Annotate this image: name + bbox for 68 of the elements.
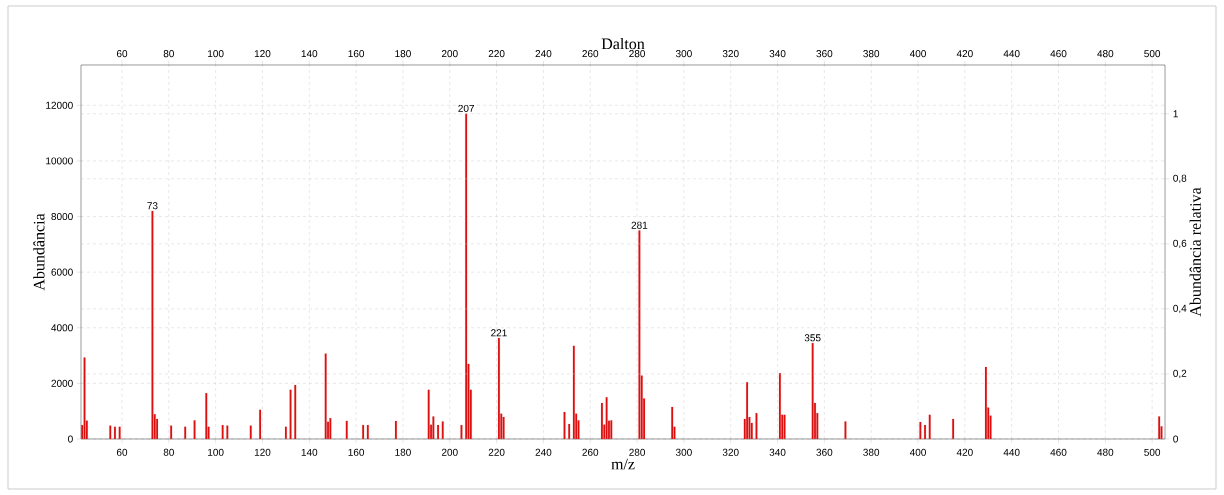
x-tick-label: 80 bbox=[163, 448, 174, 456]
y-tick-label: 12000 bbox=[46, 101, 73, 109]
x-tick-label: 500 bbox=[1144, 448, 1161, 456]
x2-tick-label: 340 bbox=[769, 50, 786, 58]
x-axis-title: m/z bbox=[611, 458, 635, 470]
x2-tick-label: 320 bbox=[722, 50, 739, 58]
y-tick-label: 2000 bbox=[51, 379, 73, 387]
y2-tick-label: 0,2 bbox=[1173, 369, 1187, 379]
y-tick-label: 4000 bbox=[51, 324, 73, 332]
x-tick-label: 120 bbox=[254, 448, 271, 456]
y-tick-label: 8000 bbox=[51, 213, 73, 221]
x2-tick-label: 60 bbox=[116, 50, 128, 58]
x2-tick-label: 280 bbox=[629, 50, 646, 58]
x-tick-label: 100 bbox=[208, 448, 224, 456]
x-tick-label: 140 bbox=[301, 448, 318, 456]
x2-tick-label: 260 bbox=[582, 50, 599, 58]
x2-tick-label: 440 bbox=[1003, 50, 1020, 58]
x-tick-label: 360 bbox=[816, 448, 833, 456]
x2-tick-label: 400 bbox=[909, 50, 926, 58]
x-tick-label: 400 bbox=[909, 448, 926, 456]
x-tick-label: 440 bbox=[1003, 448, 1020, 456]
y2-axis-title: Abundância relativa bbox=[1189, 187, 1201, 317]
x2-tick-label: 300 bbox=[675, 50, 692, 58]
annotation: 355 bbox=[804, 334, 821, 342]
x2-tick-label: 460 bbox=[1050, 50, 1067, 58]
y-tick-label: 0 bbox=[68, 435, 73, 443]
x2-tick-label: 140 bbox=[301, 50, 318, 58]
x-tick-label: 220 bbox=[488, 448, 505, 456]
x-tick-label: 240 bbox=[535, 448, 552, 456]
annotation: 207 bbox=[458, 104, 474, 112]
x-tick-label: 260 bbox=[582, 448, 599, 456]
x2-tick-label: 180 bbox=[395, 50, 411, 58]
x2-tick-label: 420 bbox=[956, 50, 973, 58]
y2-tick-label: 0,6 bbox=[1173, 239, 1187, 248]
x-tick-label: 280 bbox=[629, 448, 646, 456]
x-tick-label: 200 bbox=[441, 448, 458, 456]
x-tick-label: 460 bbox=[1050, 448, 1067, 456]
y2-tick-label: 0,4 bbox=[1173, 304, 1187, 314]
y2-tick-label: 0,8 bbox=[1173, 174, 1187, 183]
x-tick-label: 60 bbox=[116, 448, 128, 456]
x2-tick-label: 360 bbox=[816, 50, 833, 58]
x2-tick-label: 200 bbox=[441, 50, 458, 58]
annotation: 73 bbox=[147, 202, 158, 210]
x2-tick-label: 380 bbox=[863, 50, 880, 58]
x2-tick-label: 100 bbox=[208, 50, 224, 58]
x-tick-label: 300 bbox=[675, 448, 692, 456]
x-tick-label: 340 bbox=[769, 448, 786, 456]
y2-tick-label: 1 bbox=[1173, 110, 1178, 118]
annotation: 221 bbox=[491, 329, 507, 337]
x2-tick-label: 220 bbox=[488, 50, 505, 58]
y2-tick-label: 0 bbox=[1173, 435, 1178, 443]
x-tick-label: 160 bbox=[348, 448, 365, 456]
x-tick-label: 420 bbox=[956, 448, 973, 456]
x-tick-label: 380 bbox=[863, 448, 880, 456]
y-axis-title: Abundância bbox=[33, 213, 45, 291]
x2-tick-label: 80 bbox=[163, 50, 174, 58]
y-tick-label: 6000 bbox=[51, 268, 73, 276]
x2-tick-label: 160 bbox=[348, 50, 365, 58]
x-tick-label: 320 bbox=[722, 448, 739, 456]
annotation: 281 bbox=[631, 221, 648, 229]
x2-axis-title: Dalton bbox=[601, 37, 645, 50]
x2-tick-label: 120 bbox=[254, 50, 271, 58]
x-tick-label: 480 bbox=[1097, 448, 1114, 456]
x2-tick-label: 240 bbox=[535, 50, 552, 58]
x2-tick-label: 500 bbox=[1144, 50, 1161, 58]
x2-tick-label: 480 bbox=[1097, 50, 1114, 58]
x-tick-label: 180 bbox=[395, 448, 411, 456]
y-tick-label: 10000 bbox=[46, 157, 73, 165]
